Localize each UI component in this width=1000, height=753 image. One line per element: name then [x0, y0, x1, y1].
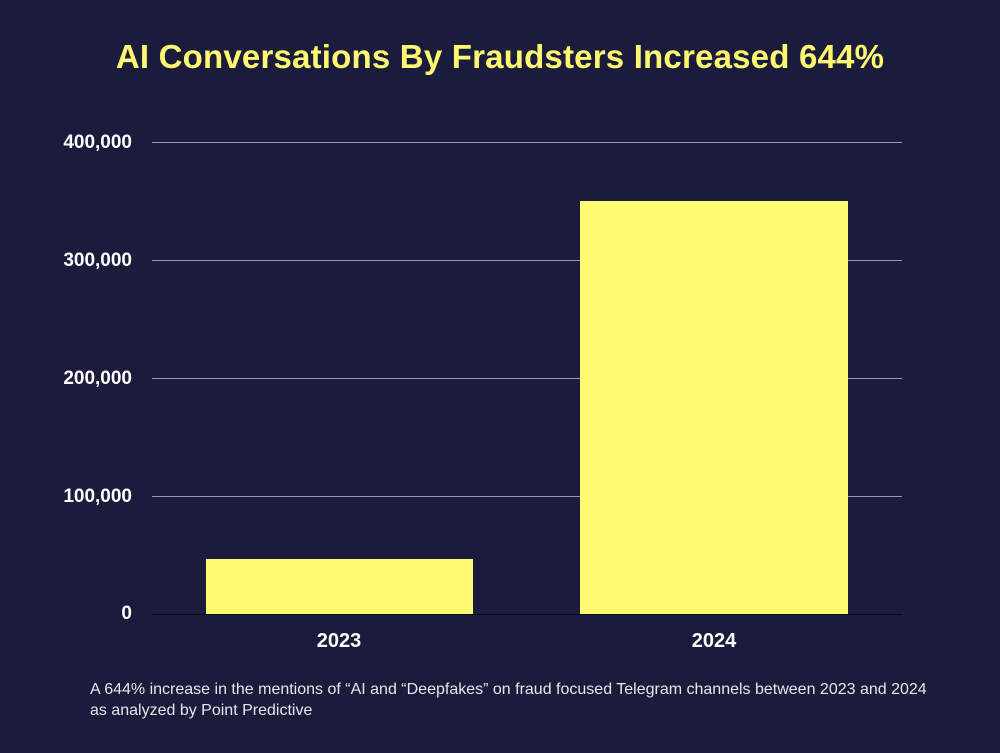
gridline [152, 142, 902, 143]
bar-2024 [580, 201, 848, 614]
gridline [152, 496, 902, 497]
y-tick-label: 400,000 [63, 132, 132, 153]
x-tick-label: 2024 [691, 630, 737, 652]
y-tick-label: 0 [121, 603, 132, 624]
x-tick-label: 2023 [316, 630, 362, 652]
chart-caption: A 644% increase in the mentions of “AI a… [90, 681, 927, 719]
y-tick-label: 200,000 [63, 368, 132, 389]
chart-title: AI Conversations By Fraudsters Increased… [115, 38, 885, 75]
x-axis-line [152, 614, 902, 615]
gridline [152, 260, 902, 261]
bar-2023 [206, 558, 473, 614]
y-tick-label: 300,000 [63, 250, 132, 271]
y-tick-label: 100,000 [63, 486, 132, 507]
gridline [152, 378, 902, 379]
